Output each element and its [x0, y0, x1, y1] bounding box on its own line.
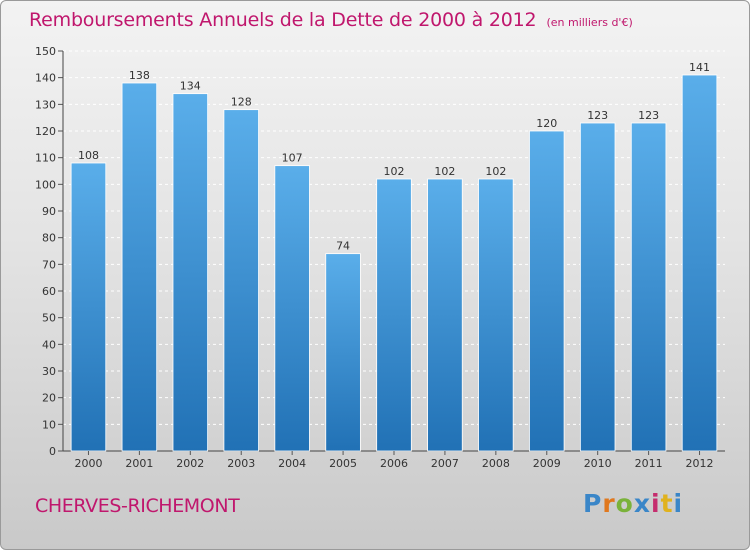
y-tick-label: 120: [35, 125, 56, 138]
y-tick-label: 140: [35, 72, 56, 85]
bar: [223, 109, 259, 452]
bar-value-label: 107: [282, 152, 303, 165]
y-tick-label: 80: [42, 232, 56, 245]
y-tick-label: 0: [49, 445, 56, 458]
y-tick-label: 50: [42, 312, 56, 325]
bar-value-label: 134: [180, 80, 201, 93]
y-tick-label: 70: [42, 258, 56, 271]
chart-subtitle: (en milliers d'€): [546, 16, 633, 29]
bar: [172, 93, 209, 452]
y-tick-label: 130: [35, 98, 56, 111]
bar: [681, 74, 718, 452]
bar: [427, 178, 463, 452]
x-tick-label: 2004: [278, 457, 306, 470]
y-tick-label: 60: [42, 285, 56, 298]
bar-value-label: 102: [434, 165, 455, 178]
bar-value-label: 108: [78, 149, 99, 162]
commune-name: CHERVES-RICHEMONT: [35, 495, 240, 517]
x-tick-label: 2007: [431, 457, 459, 470]
x-tick-label: 2003: [227, 457, 255, 470]
y-tick-label: 150: [35, 45, 56, 58]
bar-value-label: 120: [536, 117, 557, 130]
chart-title: Remboursements Annuels de la Dette de 20…: [29, 9, 537, 31]
bar-value-label: 128: [231, 96, 252, 109]
x-tick-label: 2002: [176, 457, 204, 470]
x-tick-label: 2001: [125, 457, 153, 470]
y-tick-label: 110: [35, 152, 56, 165]
bar: [70, 162, 107, 452]
bar: [579, 122, 616, 452]
bar: [376, 178, 412, 452]
bar: [274, 165, 310, 452]
y-tick-label: 10: [42, 418, 56, 431]
bar: [478, 178, 514, 452]
y-tick-label: 40: [42, 338, 56, 351]
y-tick-label: 90: [42, 205, 56, 218]
title-row: Remboursements Annuels de la Dette de 20…: [29, 9, 633, 31]
bar-value-label: 102: [485, 165, 506, 178]
x-tick-label: 2008: [482, 457, 510, 470]
proxiti-logo: Proxiti: [583, 489, 684, 518]
x-tick-label: 2000: [74, 457, 102, 470]
bar-value-label: 138: [129, 69, 150, 82]
x-tick-label: 2011: [635, 457, 663, 470]
y-tick-label: 30: [42, 365, 56, 378]
bar: [529, 130, 565, 452]
x-tick-label: 2010: [584, 457, 612, 470]
bar-value-label: 123: [587, 109, 608, 122]
y-tick-label: 20: [42, 392, 56, 405]
bar: [121, 82, 158, 452]
x-tick-label: 2005: [329, 457, 357, 470]
bar-value-label: 102: [384, 165, 405, 178]
x-tick-label: 2009: [533, 457, 561, 470]
bar: [630, 122, 667, 452]
bar-value-label: 74: [336, 240, 350, 253]
x-tick-label: 2012: [686, 457, 714, 470]
bar: [325, 253, 361, 452]
bar-value-label: 123: [638, 109, 659, 122]
bar-value-label: 141: [689, 61, 710, 74]
y-tick-label: 100: [35, 178, 56, 191]
x-tick-label: 2006: [380, 457, 408, 470]
